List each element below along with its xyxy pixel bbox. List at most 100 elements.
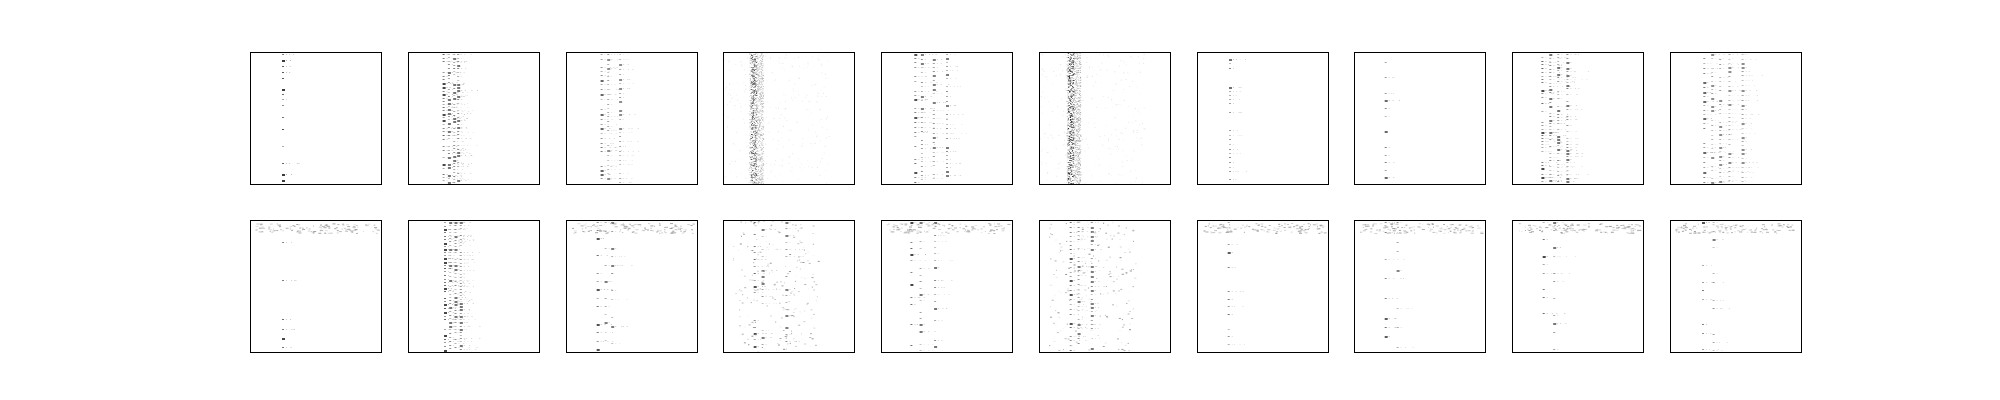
heatmap-cell — [1080, 140, 1082, 141]
heatmap-cell — [751, 107, 753, 108]
heatmap-cell — [1073, 132, 1075, 133]
heatmap-cell — [761, 153, 763, 154]
heatmap-cell — [750, 151, 752, 152]
heatmap-cell — [755, 132, 757, 133]
heatmap-cell — [759, 97, 761, 98]
heatmap-cell — [753, 61, 755, 62]
heatmap-cell — [765, 87, 766, 89]
heatmap-cell — [1067, 174, 1069, 175]
heatmap-cell — [1067, 106, 1069, 107]
heatmap-cell — [282, 163, 284, 164]
heatmap-cell — [1122, 60, 1124, 61]
heatmap-cell — [761, 68, 763, 69]
heatmap-cell — [777, 140, 779, 142]
heatmap-cell — [1078, 57, 1080, 58]
heatmap-cell — [1064, 147, 1066, 149]
heatmap-cell — [750, 123, 752, 124]
heatmap-cell — [759, 119, 761, 120]
heatmap-cell — [1067, 129, 1069, 130]
heatmap-cell — [1076, 130, 1078, 131]
heatmap-cell — [454, 116, 456, 117]
heatmap-cell — [1073, 127, 1075, 128]
heatmap-cell — [818, 121, 820, 123]
heatmap-cell — [1076, 68, 1078, 69]
heatmap-cell — [1071, 153, 1073, 154]
heatmap-cell — [752, 140, 754, 141]
heatmap-cell — [1233, 87, 1234, 88]
heatmap-cell — [1115, 154, 1117, 155]
heatmap-cell — [609, 147, 611, 148]
heatmap-cell — [755, 182, 757, 183]
heatmap-cell — [1053, 181, 1055, 183]
heatmap-cell — [1074, 61, 1076, 62]
heatmap-cell — [1074, 53, 1076, 54]
heatmap-cell — [1074, 59, 1076, 60]
heatmap-cell — [1043, 85, 1045, 87]
heatmap-cell — [1111, 148, 1113, 150]
heatmap-cell — [761, 149, 763, 150]
heatmap-cell — [757, 122, 758, 123]
heatmap-cell — [761, 128, 762, 129]
heatmap-cell — [1072, 101, 1074, 102]
heatmap-cell — [1069, 169, 1071, 170]
heatmap-cell — [1075, 101, 1077, 102]
heatmap-cell — [286, 60, 287, 61]
heatmap-cell — [914, 54, 918, 56]
heatmap-cell — [1075, 85, 1077, 86]
heatmap-cell — [754, 71, 756, 72]
heatmap-cell — [1238, 87, 1240, 88]
heatmap-cell — [1103, 54, 1105, 56]
heatmap-cell — [637, 141, 639, 142]
heatmap-cell — [740, 173, 742, 175]
heatmap-cell — [1072, 123, 1074, 124]
heatmap-cell — [751, 71, 753, 72]
heatmap-cell — [1046, 165, 1048, 167]
heatmap-cell — [457, 62, 459, 63]
heatmap-cell — [757, 138, 759, 139]
heatmap-cell — [1078, 112, 1080, 113]
heatmap-cell — [754, 62, 756, 63]
heatmap-cell — [1120, 79, 1122, 81]
heatmap-cell — [1072, 87, 1074, 88]
heatmap-cell — [828, 136, 830, 138]
heatmap-cell — [749, 78, 751, 79]
heatmap-cell — [750, 62, 752, 63]
heatmap-cell — [759, 83, 761, 84]
heatmap-cell — [1071, 152, 1073, 153]
heatmap-cell — [1068, 75, 1070, 76]
heatmap-cell — [1077, 54, 1078, 55]
heatmap-cell — [754, 134, 756, 135]
heatmap-cell — [756, 71, 758, 72]
heatmap-cell — [1042, 148, 1044, 150]
heatmap-cell — [750, 128, 752, 129]
heatmap-cell — [461, 138, 463, 139]
heatmap-cell — [740, 111, 742, 113]
heatmap-cell — [282, 105, 284, 106]
heatmap-cell — [452, 146, 454, 147]
heatmap-cell — [1067, 67, 1069, 68]
heatmap-cell — [753, 131, 755, 132]
heatmap-cell — [600, 138, 603, 139]
heatmap-cell — [751, 106, 753, 107]
heatmap-cell — [607, 155, 610, 156]
heatmap-cell — [628, 83, 630, 84]
heatmap-cell — [1093, 117, 1095, 119]
heatmap-cell — [1079, 60, 1080, 61]
heatmap-cell — [753, 62, 755, 63]
heatmap-cell — [920, 108, 924, 110]
heatmap-cell — [1069, 137, 1071, 138]
heatmap-cell — [1074, 109, 1076, 110]
heatmap-cell — [1068, 83, 1070, 85]
heatmap-cell — [943, 152, 945, 153]
heatmap-cell — [1079, 164, 1081, 165]
heatmap-cell — [1067, 115, 1069, 116]
heatmap-cell — [1078, 105, 1080, 106]
heatmap-cell — [752, 67, 754, 68]
heatmap-cell — [760, 95, 762, 96]
heatmap-cell — [1075, 153, 1077, 154]
heatmap-cell — [1067, 135, 1069, 136]
heatmap-cell — [753, 149, 755, 150]
heatmap-cell — [1067, 163, 1069, 164]
heatmap-panel-r1-c4 — [723, 52, 855, 185]
heatmap-cell — [750, 170, 752, 171]
